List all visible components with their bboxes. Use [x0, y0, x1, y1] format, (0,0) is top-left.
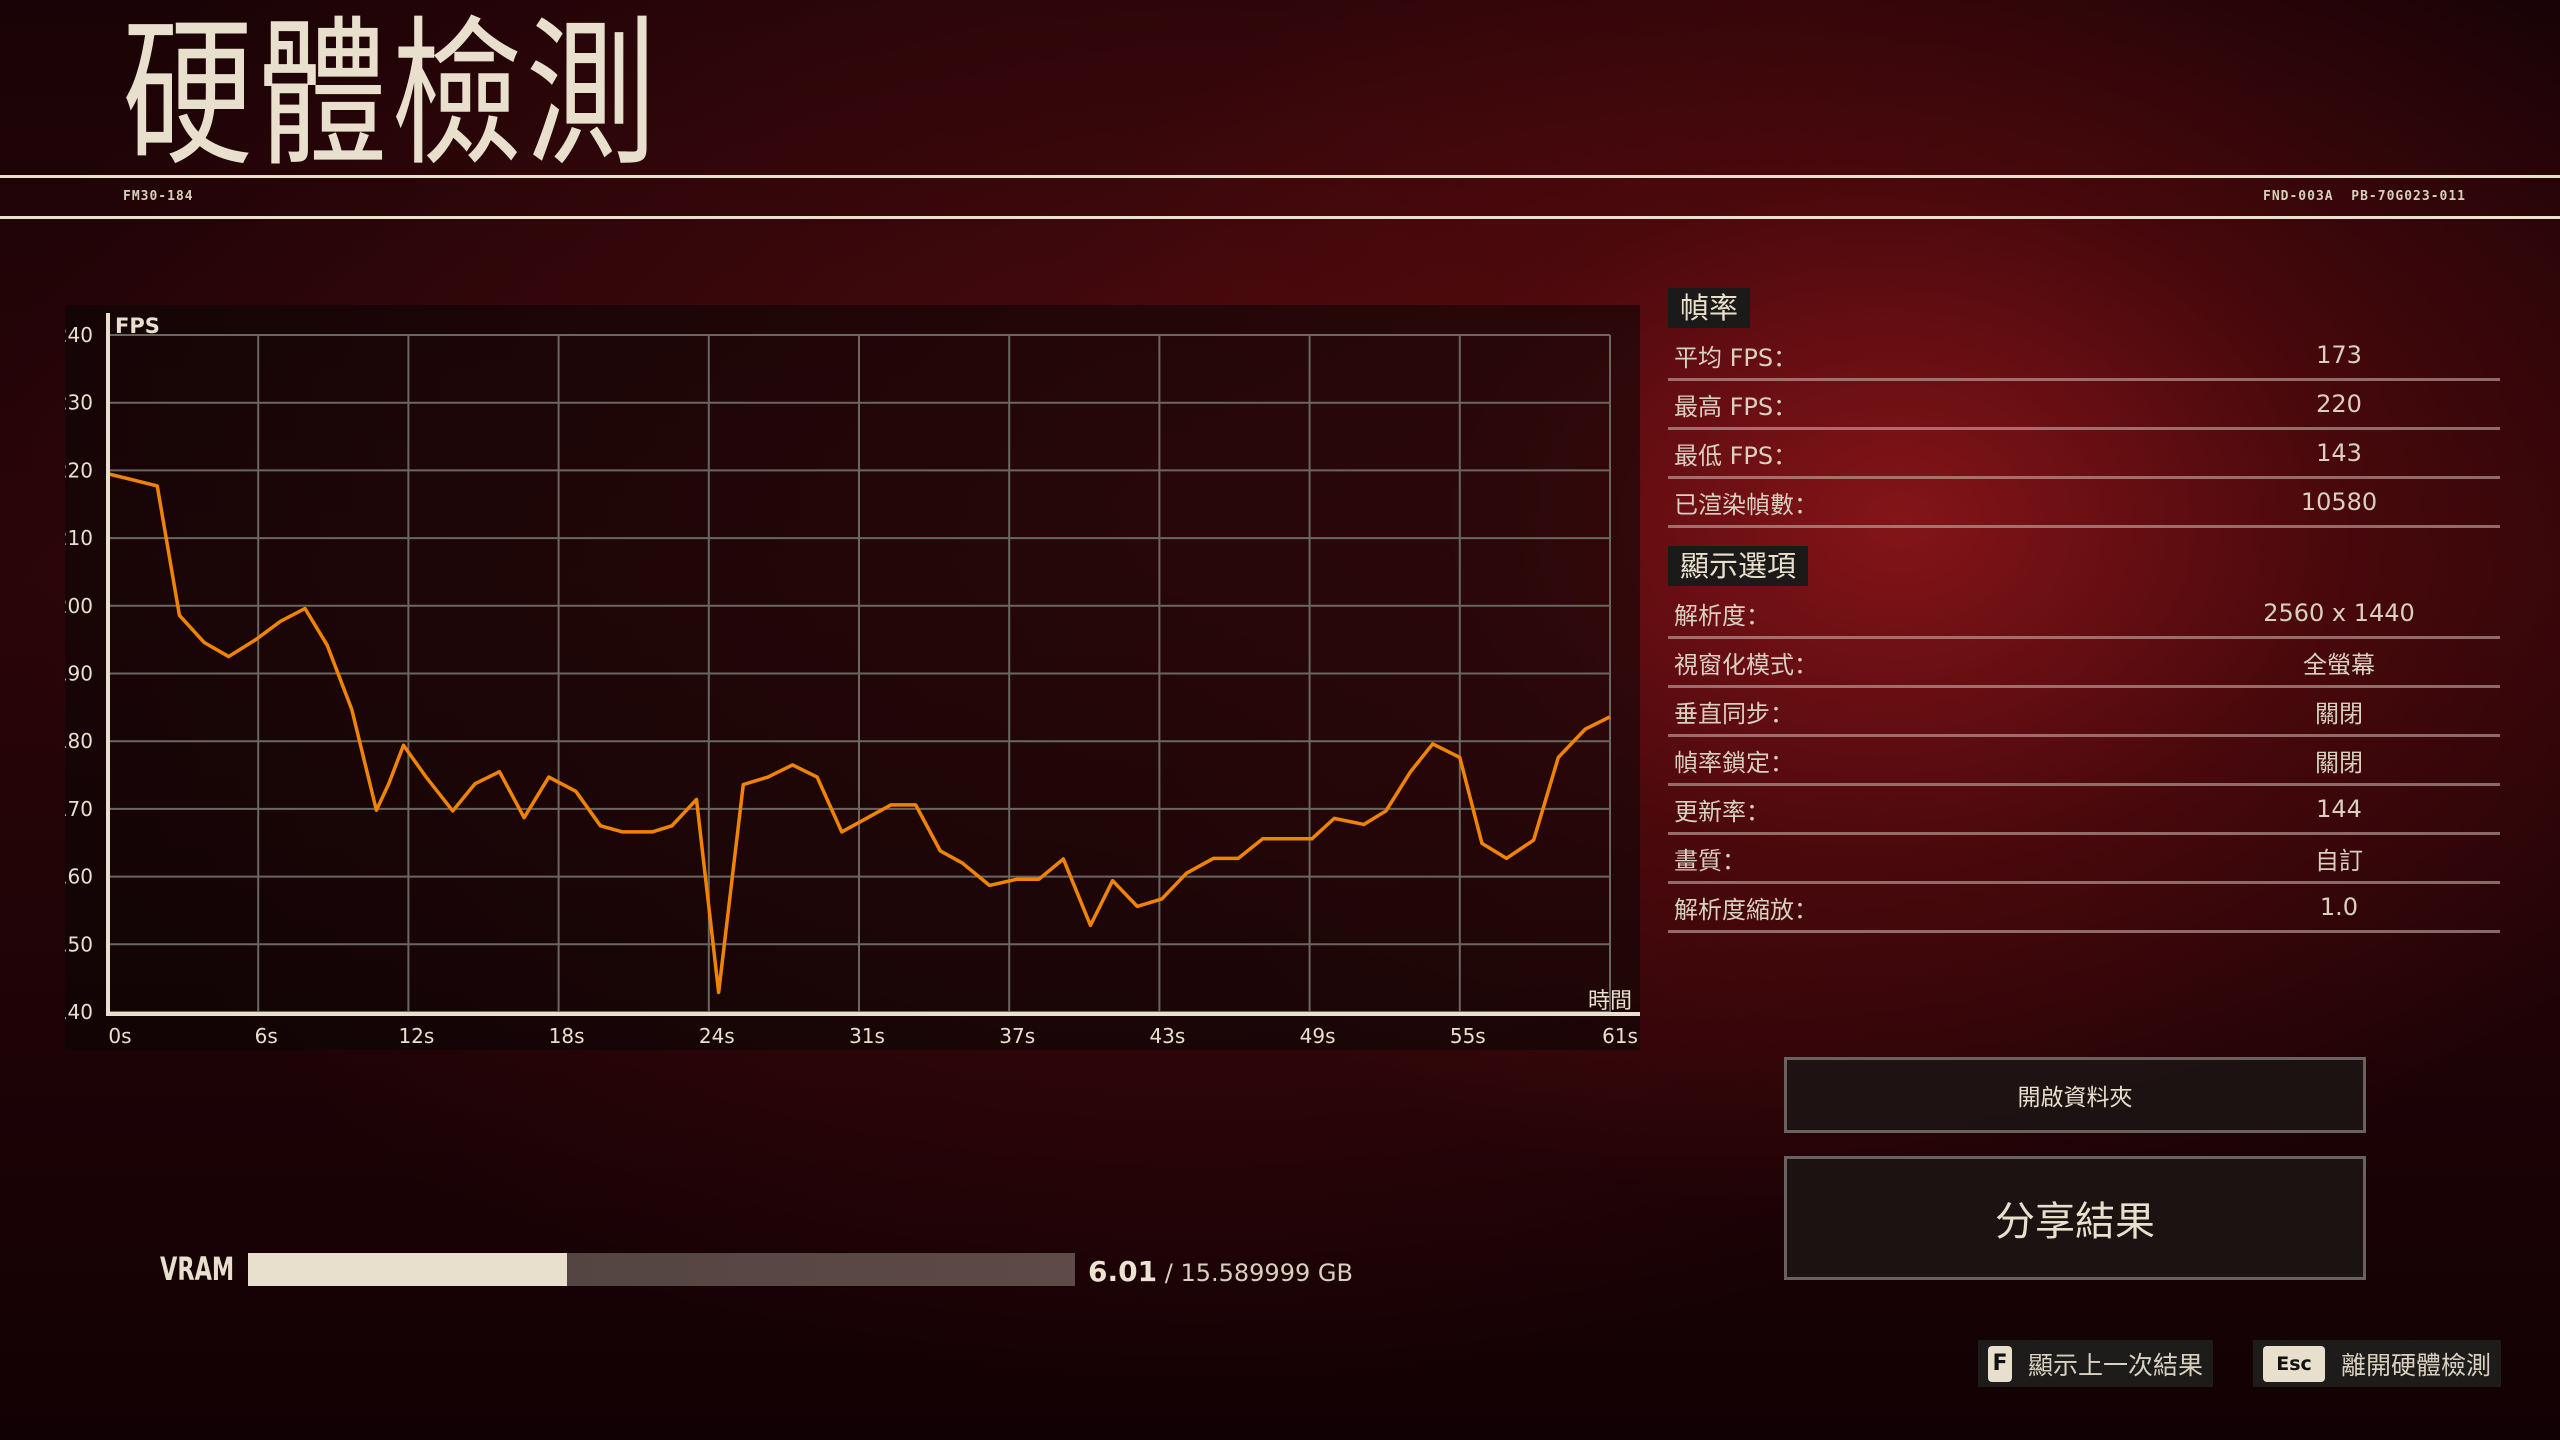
stat-row: 視窗化模式： 全螢幕: [1668, 639, 2500, 688]
x-tick-label: 55s: [1450, 1024, 1486, 1048]
y-tick-label: 190: [65, 662, 93, 686]
y-axis-title: FPS: [115, 314, 160, 338]
y-axis-ticks: 240 230 220 210 200 190 180 170 160 150 140: [65, 323, 93, 1024]
stat-label: 更新率：: [1674, 797, 1770, 826]
stat-row: 更新率： 144: [1668, 786, 2500, 835]
stat-value: 10580: [2300, 488, 2378, 516]
stat-value: 關閉: [2315, 699, 2363, 728]
x-tick-label: 18s: [549, 1024, 585, 1048]
fps-chart: 240 230 220 210 200 190 180 170 160 150 140 0s 6s 12…: [65, 313, 1640, 1048]
y-tick-label: 240: [65, 323, 93, 347]
exit-benchmark-hint[interactable]: Esc 離開硬體檢測: [2253, 1340, 2502, 1387]
stat-value: 220: [2316, 390, 2362, 418]
stat-row: 已渲染幀數： 10580: [1668, 479, 2500, 528]
stat-row: 最低 FPS： 143: [1668, 430, 2500, 479]
display-heading: 顯示選項: [1668, 546, 1809, 586]
stat-label: 解析度：: [1674, 601, 1770, 630]
header-divider-top: [0, 175, 2560, 178]
stat-value: 全螢幕: [2303, 650, 2375, 679]
y-tick-label: 200: [65, 594, 93, 618]
y-tick-label: 140: [65, 1000, 93, 1024]
exit-benchmark-label: 離開硬體檢測: [2341, 1350, 2492, 1380]
share-results-button[interactable]: 分享結果: [1784, 1156, 2366, 1280]
stat-value: 關閉: [2315, 748, 2363, 777]
open-folder-button[interactable]: 開啟資料夾: [1784, 1057, 2366, 1133]
stats-panel: 幀率 平均 FPS： 173 最高 FPS： 220 最低 FPS： 143 已渲染幀數： 1…: [1668, 288, 2500, 933]
display-list: 解析度： 2560 x 1440 視窗化模式： 全螢幕 垂直同步： 關閉 幀率鎖定： 關閉 更新…: [1668, 590, 2500, 933]
x-tick-label: 31s: [849, 1024, 885, 1048]
stat-value: 自訂: [2315, 846, 2363, 875]
page-title: 硬體檢測: [122, 1, 660, 188]
vram-used: 6.01: [1088, 1255, 1158, 1288]
left-code: FM30-184: [123, 189, 194, 204]
stat-value: 143: [2316, 439, 2362, 467]
stat-label: 解析度縮放：: [1674, 895, 1818, 924]
header-divider-bottom: [0, 216, 2560, 219]
stat-label: 平均 FPS：: [1674, 343, 1798, 372]
vram-label: VRAM: [160, 1250, 235, 1288]
y-tick-label: 230: [65, 391, 93, 415]
x-axis-title: 時間: [1588, 989, 1632, 1014]
chart-grid: [108, 334, 1611, 1013]
fps-series-line: [107, 472, 1611, 995]
y-tick-label: 220: [65, 458, 93, 482]
x-tick-label: 24s: [699, 1024, 735, 1048]
stat-label: 視窗化模式：: [1674, 650, 1818, 679]
fps-chart-panel: 240 230 220 210 200 190 180 170 160 150 140 0s 6s 12…: [65, 305, 1640, 1050]
x-tick-label: 12s: [398, 1024, 434, 1048]
x-tick-label: 37s: [999, 1024, 1035, 1048]
y-tick-label: 150: [65, 932, 93, 956]
right-code: FND-003A PB-70G023-011: [2263, 189, 2467, 204]
x-tick-label: 49s: [1300, 1024, 1336, 1048]
x-tick-label: 61s: [1602, 1024, 1638, 1048]
y-tick-label: 180: [65, 729, 93, 753]
stat-value: 173: [2316, 341, 2362, 369]
stat-label: 最低 FPS：: [1674, 441, 1798, 470]
vram-usage-text: 6.01 / 15.589999 GB: [1088, 1255, 1353, 1288]
y-tick-label: 160: [65, 865, 93, 889]
stat-label: 垂直同步：: [1674, 699, 1794, 728]
show-last-result-hint[interactable]: F 顯示上一次結果: [1978, 1340, 2214, 1387]
stat-row: 解析度縮放： 1.0: [1668, 884, 2500, 933]
stat-row: 畫質： 自訂: [1668, 835, 2500, 884]
show-last-result-label: 顯示上一次結果: [2028, 1350, 2204, 1380]
framerate-heading: 幀率: [1668, 288, 1751, 328]
vram-usage-bar: [248, 1253, 1075, 1286]
vram-usage-fill: [248, 1253, 567, 1286]
stat-label: 最高 FPS：: [1674, 392, 1798, 421]
stat-value: 2560 x 1440: [2263, 599, 2415, 627]
stat-row: 垂直同步： 關閉: [1668, 688, 2500, 737]
stat-value: 1.0: [2319, 893, 2359, 921]
stat-row: 平均 FPS： 173: [1668, 332, 2500, 381]
y-tick-label: 170: [65, 797, 93, 821]
f-key-icon: F: [1988, 1345, 2012, 1382]
stat-row: 解析度： 2560 x 1440: [1668, 590, 2500, 639]
x-axis-ticks: 0s 6s 12s 18s 24s 31s 37s 43s 49s 55s 61s: [108, 1024, 1638, 1048]
vram-total: / 15.589999 GB: [1164, 1259, 1353, 1287]
stat-value: 144: [2316, 795, 2362, 823]
x-tick-label: 6s: [255, 1024, 278, 1048]
y-tick-label: 210: [65, 526, 93, 550]
stat-row: 幀率鎖定： 關閉: [1668, 737, 2500, 786]
stat-label: 幀率鎖定：: [1674, 748, 1794, 777]
esc-key-icon: Esc: [2263, 1345, 2325, 1382]
x-tick-label: 43s: [1149, 1024, 1185, 1048]
x-tick-label: 0s: [108, 1024, 131, 1048]
stat-row: 最高 FPS： 220: [1668, 381, 2500, 430]
stat-label: 畫質：: [1674, 846, 1746, 875]
framerate-list: 平均 FPS： 173 最高 FPS： 220 最低 FPS： 143 已渲染幀數： 1058…: [1668, 332, 2500, 528]
stat-label: 已渲染幀數：: [1674, 490, 1818, 519]
